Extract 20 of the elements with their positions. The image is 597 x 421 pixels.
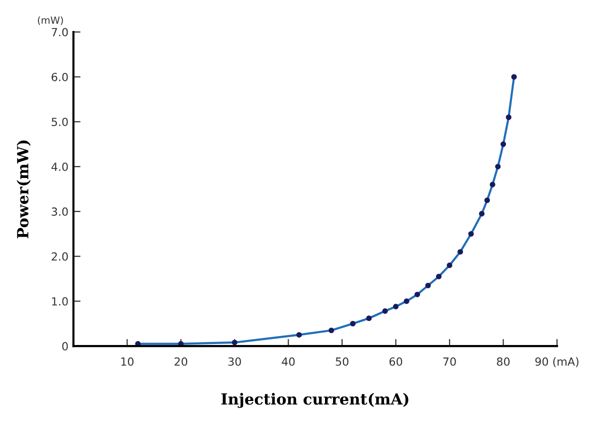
x-tick-label: 50 [336, 357, 348, 366]
y-tick-label: 0 [62, 342, 68, 350]
y-tick-label: 5.0 [52, 118, 68, 126]
x-tick-label: 40 [282, 357, 295, 366]
y-tick-label: 3.0 [52, 207, 68, 216]
x-tick-label: 80 [496, 357, 510, 366]
y-tick-label: 2.0 [52, 252, 68, 261]
y-tick-label: 4.0 [51, 162, 68, 171]
y-tick-label: 6.0 [52, 72, 68, 82]
x-tick-label: 60 [390, 357, 402, 366]
y-tick-label: 1.0 [52, 297, 68, 306]
x-axis-title: Injection current(mA) [221, 392, 408, 408]
x-tick-label: 10 [121, 357, 134, 366]
x-tick-label: 30 [228, 357, 241, 366]
x-tick-label: 90 (mA) [535, 357, 578, 368]
x-tick-label: 20 [174, 357, 188, 366]
x-tick-label: 70 [443, 357, 456, 366]
y-axis-title: Power(mW) [16, 140, 31, 238]
text: (mW) [38, 16, 63, 25]
y-tick-label: 7.0 [52, 28, 68, 36]
